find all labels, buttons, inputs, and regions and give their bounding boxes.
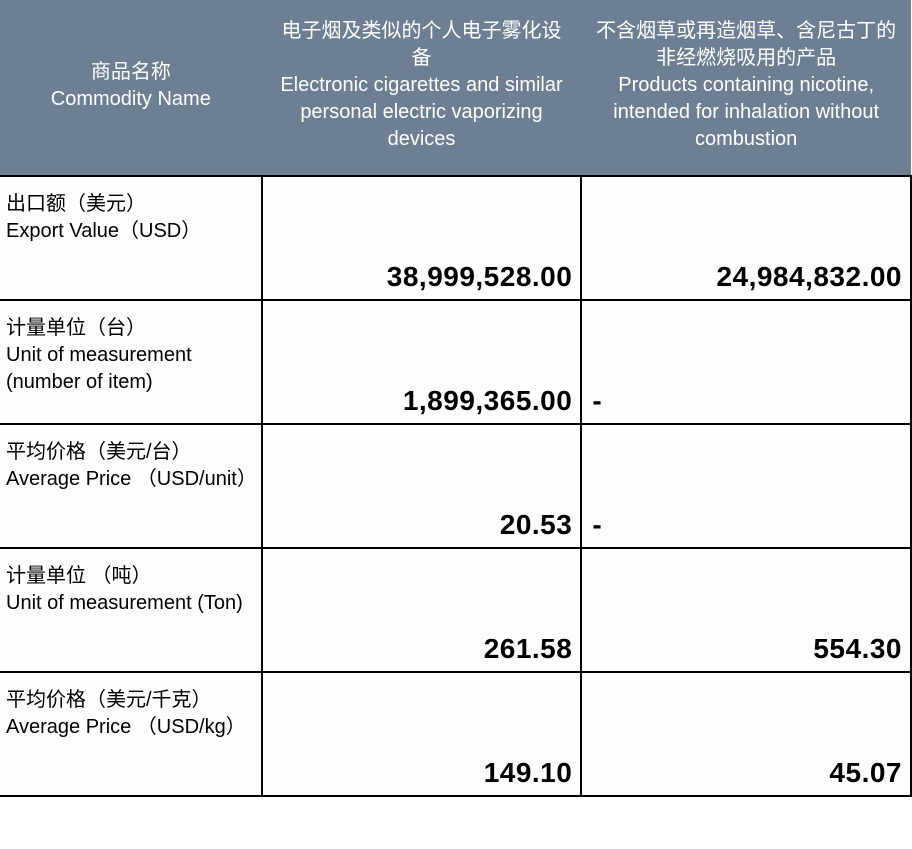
row-value-col2: 38,999,528.00: [262, 176, 582, 300]
table-row: 出口额（美元） Export Value（USD）38,999,528.0024…: [0, 176, 911, 300]
row-label: 平均价格（美元/千克）Average Price （USD/kg）: [0, 672, 262, 796]
table-row: 平均价格（美元/台）Average Price （USD/unit）20.53-: [0, 424, 911, 548]
commodity-table: 商品名称 Commodity Name 电子烟及类似的个人电子雾化设备 Elec…: [0, 0, 912, 797]
row-value-col2: 1,899,365.00: [262, 300, 582, 424]
header-ecig: 电子烟及类似的个人电子雾化设备 Electronic cigarettes an…: [262, 0, 582, 176]
row-value-col2: 20.53: [262, 424, 582, 548]
table-row: 平均价格（美元/千克）Average Price （USD/kg）149.104…: [0, 672, 911, 796]
row-value-col3: 554.30: [581, 548, 911, 672]
row-label: 计量单位（台）Unit of measurement (number of it…: [0, 300, 262, 424]
row-label-en: Export Value（USD）: [6, 218, 249, 245]
table-row: 计量单位（台）Unit of measurement (number of it…: [0, 300, 911, 424]
row-label-en: Unit of measurement (Ton): [6, 590, 249, 617]
row-label: 平均价格（美元/台）Average Price （USD/unit）: [0, 424, 262, 548]
header-col2-cn: 电子烟及类似的个人电子雾化设备: [276, 18, 568, 72]
row-label-cn: 平均价格（美元/千克）: [6, 687, 249, 714]
header-commodity-name: 商品名称 Commodity Name: [0, 0, 262, 176]
table-body: 出口额（美元） Export Value（USD）38,999,528.0024…: [0, 176, 911, 796]
row-value-col3: -: [581, 424, 911, 548]
header-col3-en: Products containing nicotine, intended f…: [595, 72, 897, 153]
row-label-cn: 计量单位 （吨）: [6, 563, 249, 590]
header-col2-en: Electronic cigarettes and similar person…: [276, 72, 568, 153]
header-col3-cn: 不含烟草或再造烟草、含尼古丁的非经燃烧吸用的产品: [595, 18, 897, 72]
row-value-col3: 45.07: [581, 672, 911, 796]
row-label: 出口额（美元） Export Value（USD）: [0, 176, 262, 300]
row-label-en: Average Price （USD/unit）: [6, 466, 249, 493]
table-header-row: 商品名称 Commodity Name 电子烟及类似的个人电子雾化设备 Elec…: [0, 0, 911, 176]
header-col1-cn: 商品名称: [14, 59, 248, 86]
header-nicotine: 不含烟草或再造烟草、含尼古丁的非经燃烧吸用的产品 Products contai…: [581, 0, 911, 176]
row-value-col3: 24,984,832.00: [581, 176, 911, 300]
table-row: 计量单位 （吨）Unit of measurement (Ton)261.585…: [0, 548, 911, 672]
header-col1-en: Commodity Name: [14, 86, 248, 113]
row-value-col3: -: [581, 300, 911, 424]
row-label: 计量单位 （吨）Unit of measurement (Ton): [0, 548, 262, 672]
row-label-cn: 计量单位（台）: [6, 315, 249, 342]
row-label-en: Average Price （USD/kg）: [6, 714, 249, 741]
row-label-cn: 出口额（美元）: [6, 191, 249, 218]
row-label-cn: 平均价格（美元/台）: [6, 439, 249, 466]
row-value-col2: 261.58: [262, 548, 582, 672]
row-value-col2: 149.10: [262, 672, 582, 796]
row-label-en: Unit of measurement (number of item): [6, 342, 249, 396]
